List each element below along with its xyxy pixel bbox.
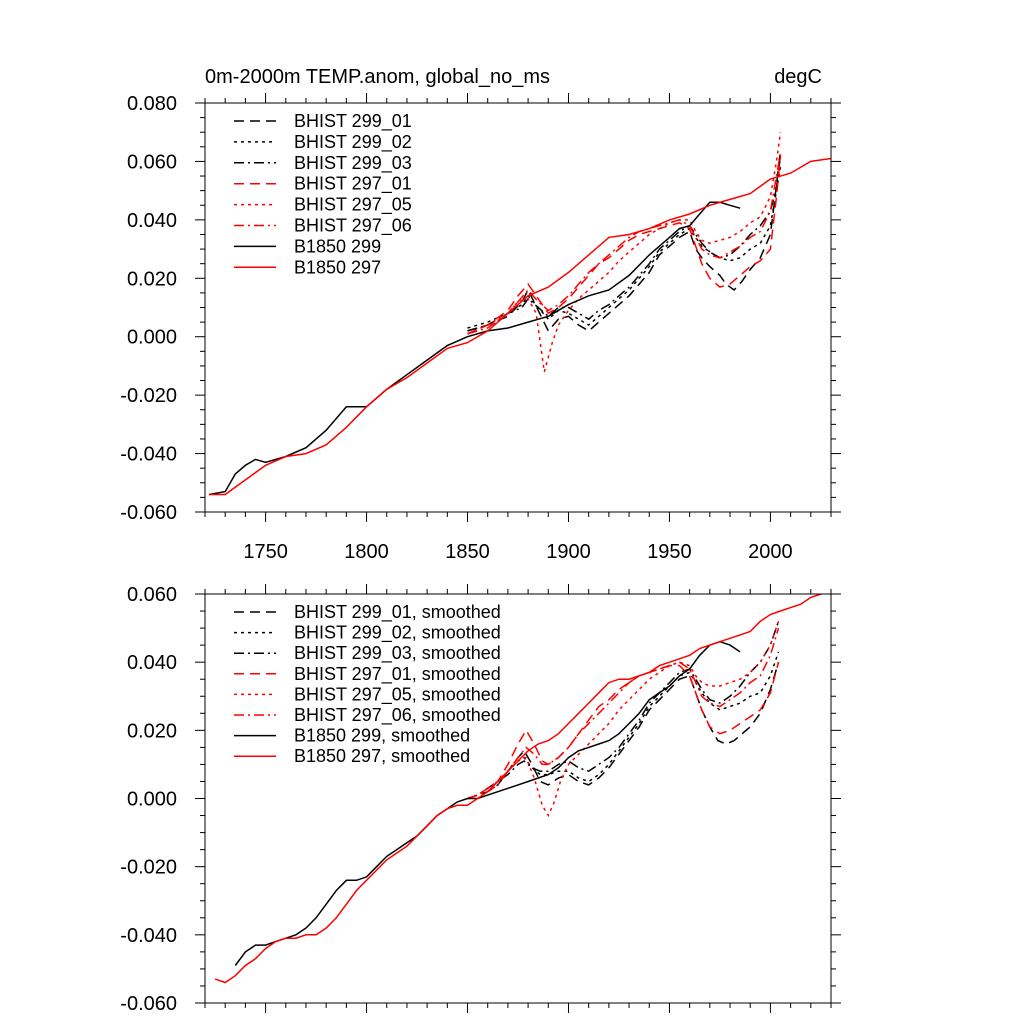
top-series-6-line <box>467 152 782 335</box>
top-legend-item: BHIST 299_02 <box>234 132 412 153</box>
top-y-tick-label: -0.020 <box>120 385 177 407</box>
top-series-1-line <box>467 149 782 333</box>
bottom-legend-label: B1850 297, smoothed <box>294 746 470 766</box>
top-y-tick-label: 0.060 <box>127 151 177 173</box>
top-legend-label: BHIST 297_05 <box>294 195 412 216</box>
bottom-series-8-line <box>214 594 824 984</box>
bottom-legend-item: BHIST 297_01, smoothed <box>234 664 501 685</box>
top-legend-label: B1850 299 <box>294 236 381 256</box>
top-x-tick-label: 1950 <box>647 541 692 563</box>
bottom-series-1-line <box>467 661 780 800</box>
bottom-legend-item: BHIST 299_01, smoothed <box>234 602 501 623</box>
bottom-series-2-line <box>467 651 780 800</box>
top-x-tick-label: 2000 <box>748 541 793 563</box>
top-legend-item: BHIST 299_03 <box>234 153 412 174</box>
top-y-tick-label: 0.080 <box>127 93 177 115</box>
top-legend-label: BHIST 299_01 <box>294 111 412 132</box>
bottom-legend-item: BHIST 297_05, smoothed <box>234 684 501 705</box>
top-y-tick-label: -0.040 <box>120 444 177 466</box>
top-series-3-line <box>467 155 782 332</box>
top-series-7-line <box>208 201 741 496</box>
plot-title: 0m-2000m TEMP.anom, global_no_ms <box>205 66 550 88</box>
bottom-y-tick-label: -0.020 <box>120 857 177 879</box>
top-legend-label: BHIST 299_02 <box>294 132 412 153</box>
top-legend-label: B1850 297 <box>294 257 381 277</box>
top-y-tick-label: -0.060 <box>120 502 177 524</box>
top-series-layer <box>208 132 831 496</box>
top-y-tick-label: 0.040 <box>127 210 177 232</box>
bottom-panel: -0.060 -0.040 -0.020 0.000 0.020 0.040 0.060 B… <box>120 584 841 1015</box>
bottom-legend-label: B1850 299, smoothed <box>294 726 470 746</box>
top-panel: 1750 1800 1850 1900 1950 2000 -0.060 -0.040 -0.0… <box>120 93 841 563</box>
bottom-legend-item: BHIST 299_03, smoothed <box>234 643 501 664</box>
bottom-series-3-line <box>467 621 780 800</box>
bottom-axes: -0.060 -0.040 -0.020 0.000 0.020 0.040 0.060 <box>120 584 841 1015</box>
top-legend-item: BHIST 299_01 <box>234 111 412 132</box>
bottom-legend-label: BHIST 299_03, smoothed <box>294 643 501 664</box>
bottom-legend-label: BHIST 297_05, smoothed <box>294 684 501 705</box>
bottom-series-4-line <box>467 662 780 800</box>
top-x-tick-label: 1900 <box>546 541 591 563</box>
bottom-legend-item: B1850 297, smoothed <box>234 746 470 766</box>
bottom-legend-label: BHIST 299_02, smoothed <box>294 623 501 644</box>
top-legend-item: BHIST 297_01 <box>234 174 412 195</box>
top-y-tick-label: 0.020 <box>127 268 177 290</box>
top-legend-item: BHIST 297_06 <box>234 216 412 237</box>
bottom-legend-item: B1850 299, smoothed <box>234 726 470 746</box>
top-legend-item: B1850 299 <box>234 236 381 256</box>
top-legend-item: B1850 297 <box>234 257 381 277</box>
bottom-y-tick-label: 0.040 <box>127 652 177 674</box>
top-x-tick-label: 1750 <box>243 541 288 563</box>
bottom-legend-item: BHIST 297_06, smoothed <box>234 705 501 726</box>
bottom-series-6-line <box>467 627 780 800</box>
bottom-y-tick-label: 0.060 <box>127 584 177 606</box>
bottom-series-7-line <box>234 640 741 966</box>
top-legend-label: BHIST 297_01 <box>294 174 412 195</box>
bottom-y-tick-label: 0.020 <box>127 720 177 742</box>
bottom-y-tick-label: 0.000 <box>127 789 177 811</box>
top-legend-item: BHIST 297_05 <box>234 195 412 216</box>
bottom-legend-label: BHIST 297_06, smoothed <box>294 705 501 726</box>
top-axes: 1750 1800 1850 1900 1950 2000 -0.060 -0.040 -0.0… <box>120 93 841 563</box>
bottom-legend-label: BHIST 297_01, smoothed <box>294 664 501 685</box>
top-series-5-line <box>467 132 782 372</box>
bottom-series-layer <box>214 594 824 984</box>
bottom-y-tick-label: -0.060 <box>120 993 177 1015</box>
top-x-tick-label: 1850 <box>445 541 490 563</box>
top-y-tick-label: 0.000 <box>127 327 177 349</box>
top-series-8-line <box>209 157 831 496</box>
top-series-4-line <box>467 155 782 335</box>
bottom-legend-label: BHIST 299_01, smoothed <box>294 602 501 623</box>
top-series-2-line <box>467 167 782 329</box>
top-legend-label: BHIST 297_06 <box>294 216 412 237</box>
top-x-tick-label: 1800 <box>344 541 389 563</box>
units-label: degC <box>774 66 822 88</box>
bottom-y-tick-label: -0.040 <box>120 925 177 947</box>
top-legend-label: BHIST 299_03 <box>294 153 412 174</box>
bottom-legend-item: BHIST 299_02, smoothed <box>234 623 501 644</box>
